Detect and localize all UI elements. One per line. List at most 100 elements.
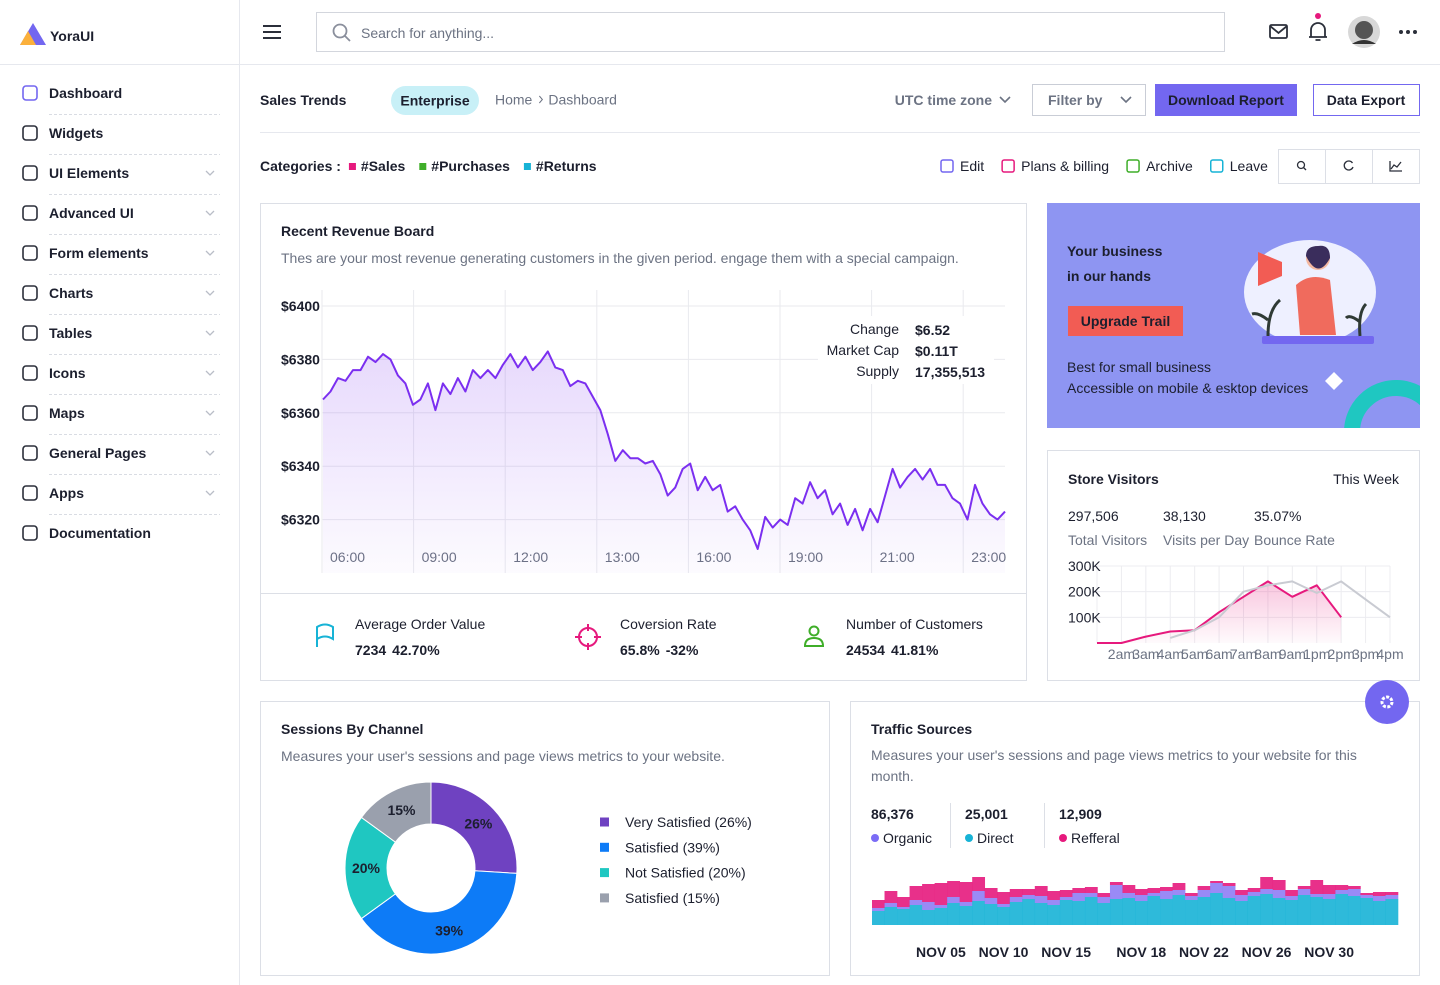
export-button[interactable] <box>1313 84 1420 116</box>
nav-item[interactable]: Icons <box>49 365 86 381</box>
nav-item[interactable]: Tables <box>49 325 93 341</box>
promo-illustration <box>1262 336 1374 344</box>
bar-segment <box>1310 897 1324 925</box>
nav-item[interactable]: UI Elements <box>49 165 129 181</box>
search-box[interactable] <box>316 12 1225 52</box>
x-tick-label: NOV 22 <box>1179 944 1229 960</box>
filter-button[interactable] <box>1032 84 1146 116</box>
bar-segment <box>1147 888 1161 893</box>
bar-segment <box>1260 889 1274 894</box>
line <box>1097 580 1342 644</box>
mail-icon[interactable] <box>1269 24 1288 39</box>
chart-button[interactable] <box>1389 161 1402 172</box>
bar-segment <box>934 908 948 925</box>
bell-icon[interactable] <box>1309 22 1327 41</box>
nav-item[interactable]: Maps <box>49 405 85 421</box>
card-description: Thes are your most revenue generating cu… <box>281 250 959 266</box>
card-description: Measures your user's sessions and page v… <box>871 747 1357 784</box>
zoom-button <box>1303 167 1307 171</box>
bar-segment <box>1372 892 1386 896</box>
nav-icon <box>22 445 38 461</box>
breadcrumb-item[interactable]: Home <box>495 92 533 108</box>
search-icon <box>344 35 351 42</box>
stat-value: 65.8% <box>620 642 660 658</box>
card-period: This Week <box>1333 471 1400 487</box>
search-placeholder: Search for anything... <box>361 25 494 41</box>
action-label[interactable]: Leave <box>1230 158 1268 174</box>
settings-button[interactable] <box>1365 680 1409 724</box>
bar-segment <box>922 910 935 925</box>
bar-segment <box>959 906 973 925</box>
nav-item[interactable]: Widgets <box>49 125 104 141</box>
nav-item[interactable]: Dashboard <box>49 85 122 101</box>
download-button[interactable] <box>1155 84 1297 116</box>
x-tick-label: 3pm <box>1352 646 1379 662</box>
bar-segment <box>884 891 898 903</box>
x-tick-label: 1pm <box>1303 646 1330 662</box>
bar-segment <box>1310 880 1324 894</box>
bar-segment <box>1210 881 1223 883</box>
avatar-face <box>1355 21 1373 39</box>
category-name[interactable]: #Sales <box>361 158 406 174</box>
nav-chevron <box>205 490 215 496</box>
brand: YoraUI <box>50 28 94 44</box>
bar-segment <box>934 883 948 905</box>
notification-dot <box>1315 13 1321 19</box>
legend-swatch <box>600 893 609 903</box>
legend-swatch <box>600 817 609 827</box>
nav-item[interactable]: Form elements <box>49 245 149 261</box>
stat-change: 42.70% <box>392 642 440 658</box>
more-icon <box>1406 30 1410 34</box>
action-label[interactable]: Edit <box>960 158 984 174</box>
promo-diamond <box>1325 372 1343 390</box>
nav-item[interactable]: Apps <box>49 485 84 501</box>
category-name[interactable]: #Purchases <box>431 158 510 174</box>
bar-segment <box>1122 898 1136 925</box>
bar-segment <box>1097 897 1111 903</box>
stat-value: 7234 <box>355 642 386 658</box>
promo-button[interactable] <box>1068 306 1183 336</box>
bar-segment <box>947 903 960 925</box>
bar-segment <box>1084 897 1098 925</box>
promo-illustration <box>1258 252 1282 286</box>
bar-segment <box>1235 890 1249 895</box>
y-tick-label: 100K <box>1068 609 1101 625</box>
category-name[interactable]: #Returns <box>536 158 597 174</box>
bar-segment <box>947 881 960 897</box>
action-label[interactable]: Plans & billing <box>1021 158 1109 174</box>
nav-item[interactable]: General Pages <box>49 445 146 461</box>
stat-label: Number of Customers <box>846 616 983 632</box>
nav-icon <box>22 125 38 141</box>
nav-item[interactable]: Charts <box>49 285 94 301</box>
bar-segment <box>1009 902 1023 925</box>
avatar-body <box>1352 40 1376 44</box>
bar-segment <box>1047 900 1061 905</box>
bar-segment <box>1109 885 1123 899</box>
slice-label: 15% <box>387 802 416 818</box>
y-tick-label: 300K <box>1068 558 1101 574</box>
nav-icon <box>22 525 38 541</box>
action-label[interactable]: Archive <box>1146 158 1193 174</box>
timezone-select[interactable]: UTC time zone <box>895 92 992 108</box>
x-tick-label: 6am <box>1205 646 1232 662</box>
breadcrumb-item[interactable]: Dashboard <box>548 92 617 108</box>
refresh-button[interactable] <box>1343 160 1354 171</box>
y-tick-label: $6360 <box>281 405 320 421</box>
action-icon <box>1126 159 1140 173</box>
bar-segment <box>1360 893 1374 895</box>
bar-segment <box>1135 901 1148 925</box>
zoom-button[interactable] <box>1296 160 1306 170</box>
x-tick-label: 3am <box>1132 646 1159 662</box>
bar-segment <box>934 905 948 908</box>
bar-segment <box>1059 900 1073 925</box>
bar-segment <box>1185 896 1198 900</box>
bar-segment <box>1047 905 1061 925</box>
nav-icon <box>22 325 38 341</box>
card-title: Store Visitors <box>1068 471 1159 487</box>
nav-item[interactable]: Documentation <box>49 525 151 541</box>
nav-item[interactable]: Advanced UI <box>49 205 134 221</box>
bar-segment <box>972 901 986 925</box>
bar-segment <box>1084 887 1098 893</box>
timezone-chevron <box>999 96 1011 104</box>
stat-label: Coversion Rate <box>620 616 717 632</box>
